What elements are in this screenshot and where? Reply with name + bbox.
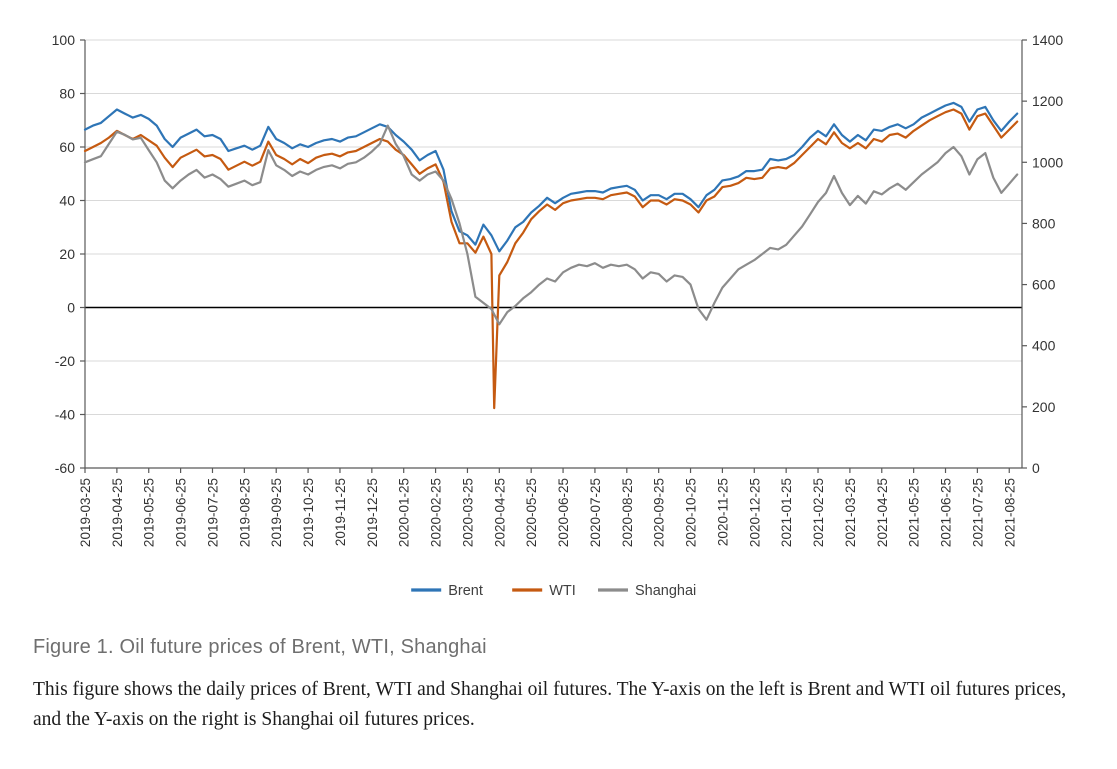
right-tick-label-1000: 1000 [1032,154,1063,170]
x-tick-label-9: 2019-12-25 [365,478,380,547]
x-tick-label-8: 2019-11-25 [333,478,348,546]
left-tick-label--20: -20 [55,353,75,369]
x-tick-label-12: 2020-03-25 [460,478,475,547]
legend-label-brent: Brent [448,583,483,599]
legend-label-shanghai: Shanghai [635,583,696,599]
x-tick-label-25: 2021-04-25 [875,478,890,547]
x-tick-label-7: 2019-10-25 [301,478,316,547]
legend-label-wti: WTI [549,583,576,599]
figure-caption: This figure shows the daily prices of Br… [33,679,1067,730]
x-tick-label-17: 2020-08-25 [620,478,635,547]
right-tick-label-1400: 1400 [1032,32,1063,48]
x-tick-label-14: 2020-05-25 [524,478,539,547]
x-tick-label-18: 2020-09-25 [652,478,667,547]
left-tick-label-20: 20 [59,246,75,262]
right-tick-label-1200: 1200 [1032,93,1063,109]
line-chart-canvas: 100806040200-20-40-601400120010008006004… [52,32,1064,599]
oil-price-chart: 100 80 60 40 20 0 -20 -40 -60 1400 1200 1000 800 600 4… [52,32,1064,599]
left-tick-label-60: 60 [59,139,75,155]
x-tick-label-2: 2019-05-25 [142,478,157,547]
right-tick-label-0: 0 [1032,460,1040,476]
left-tick-label--40: -40 [55,407,75,423]
left-tick-label-100: 100 [52,32,76,48]
x-tick-label-19: 2020-10-25 [684,478,699,547]
x-tick-label-13: 2020-04-25 [492,478,507,547]
x-tick-label-5: 2019-08-25 [237,478,252,547]
x-tick-label-28: 2021-07-25 [970,478,985,547]
x-tick-label-15: 2020-06-25 [556,478,571,547]
x-tick-label-26: 2021-05-25 [907,478,922,547]
x-tick-label-27: 2021-06-25 [939,478,954,547]
x-tick-label-4: 2019-07-25 [205,478,220,547]
x-tick-label-3: 2019-06-25 [174,478,189,547]
x-tick-label-0: 2019-03-25 [78,478,93,547]
right-tick-label-200: 200 [1032,399,1056,415]
x-tick-label-29: 2021-08-25 [1002,478,1017,547]
x-tick-label-10: 2020-01-25 [397,478,412,547]
left-tick-label-0: 0 [67,300,75,316]
right-tick-label-400: 400 [1032,338,1056,354]
x-tick-label-24: 2021-03-25 [843,478,858,547]
brent-series-line [83,101,1019,253]
x-tick-label-20: 2020-11-25 [715,478,730,546]
x-tick-label-22: 2021-01-25 [779,478,794,547]
x-tick-label-1: 2019-04-25 [110,478,125,547]
x-tick-label-6: 2019-09-25 [269,478,284,547]
shanghai-series-line [83,124,1019,326]
left-tick-label-40: 40 [59,193,75,209]
right-tick-label-800: 800 [1032,215,1056,231]
left-tick-label--60: -60 [55,460,75,476]
figure-title: Figure 1. Oil future prices of Brent, WT… [33,636,487,658]
x-tick-label-11: 2020-02-25 [429,478,444,547]
x-tick-label-21: 2020-12-25 [747,478,762,547]
x-tick-label-16: 2020-07-25 [588,478,603,547]
wti-series-line [83,108,1019,410]
figure-text-block: Figure 1. Oil future prices of Brent, WT… [0,636,1117,734]
left-tick-label-80: 80 [59,86,75,102]
x-tick-label-23: 2021-02-25 [811,478,826,547]
right-tick-label-600: 600 [1032,277,1056,293]
